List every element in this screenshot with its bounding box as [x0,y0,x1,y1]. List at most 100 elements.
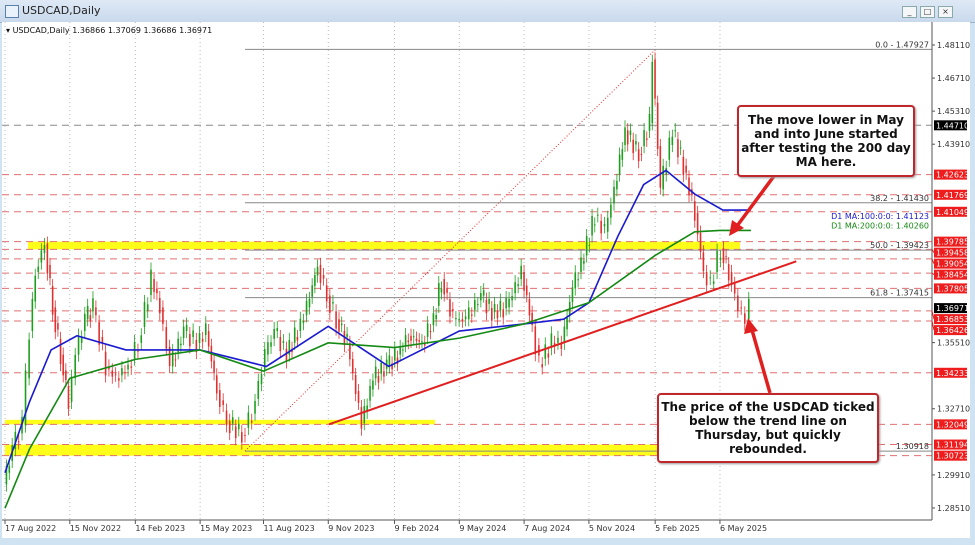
candle-body [130,366,133,368]
price-tag-label: 1.36971 [936,304,969,313]
minimize-button[interactable]: _ [902,6,917,18]
price-tag-pointer [931,272,935,276]
x-tick-label: 5 Nov 2024 [589,524,635,533]
candle-body [733,283,736,294]
candle-body [377,375,380,383]
price-tag-pointer [931,320,935,331]
candle-body [177,338,179,353]
candle-body [70,376,73,402]
candle-body [31,298,34,332]
candle-body [62,354,64,376]
candle-body [108,366,110,370]
candle-body [201,338,204,342]
candle-body [383,371,385,377]
candle-body [480,293,482,301]
candle-body [600,220,602,234]
candle-body [57,323,59,330]
candle-body [725,256,727,258]
candle-body [577,279,579,281]
candle-body [118,378,120,381]
candle-body [396,357,399,365]
candle-body [308,298,311,308]
candle-body [391,363,393,370]
candle-body [189,333,191,347]
y-tick-label: 1.46710 [937,74,970,83]
arrow-to-trendline [750,329,772,394]
ohlc-values: 1.36866 1.37069 1.36686 1.36971 [72,26,213,35]
price-tag-label: 1.39458 [936,249,969,258]
candle-body [213,360,215,374]
candle-body [74,354,76,379]
candle-body [621,149,624,160]
candle-body [574,272,577,289]
x-tick-label: 9 May 2024 [459,524,506,533]
candle-body [423,342,426,346]
candle-body [656,102,659,149]
candle-body [101,336,104,344]
candle-body [421,341,423,343]
candle-body [580,257,582,272]
candle-body [111,370,114,377]
candle-body [493,303,496,313]
price-tag [934,120,967,131]
candle-body [388,355,391,367]
candle-body [438,283,440,306]
candle-body [610,204,612,218]
candle-body [354,374,357,395]
price-tag [934,258,967,269]
candle-body [446,289,448,293]
price-tag [934,236,967,247]
fib-label: 1.30918 [896,442,929,451]
trend-line [328,260,797,426]
candle-body [237,423,240,430]
price-tag-label: 1.41049 [936,208,969,217]
ma200-label: D1 MA:200:0:0: 1.40260 [831,221,929,230]
x-tick-label: 11 Aug 2023 [263,524,314,533]
y-tick-label: 1.32710 [937,405,970,414]
symbol-label: USDCAD,Daily [12,26,70,35]
candle-body [168,346,171,366]
x-tick-label: 5 Feb 2025 [655,524,700,533]
candle-body [369,385,371,401]
candle-body [146,304,149,311]
candle-body [231,417,234,424]
candle-body [273,328,275,339]
candle-body [654,59,656,99]
support-zone [5,444,660,456]
price-tag [934,283,967,294]
candle-body [662,165,664,190]
price-tag [934,247,967,258]
candle-body [461,319,464,321]
candle-body [338,319,340,332]
candle-body [127,364,129,370]
candle-body [566,317,568,330]
candle-body [28,339,30,379]
x-tick-label: 7 Aug 2024 [524,524,570,533]
price-tag-label: 1.36853 [936,315,969,324]
candle-body [363,406,366,424]
price-tag-label: 1.41769 [936,191,969,200]
support-zone [28,241,740,250]
candle-body [222,400,224,405]
candle-body [114,374,117,376]
candle-body [588,244,591,246]
candle-body [474,300,476,310]
candle-body [616,180,618,190]
candle-body [349,342,351,360]
candle-body [722,248,725,264]
candle-body [520,265,522,280]
maximize-button[interactable]: □ [920,6,935,18]
price-tag [934,303,967,314]
price-tag-label: 1.39054 [936,260,969,269]
candle-body [241,432,243,443]
candle-body [165,327,168,349]
candle-body [585,236,588,256]
candle-body [288,339,291,355]
candle-body [250,420,253,423]
close-button[interactable]: × [938,6,953,18]
candle-body [46,243,49,274]
candle-body [415,338,418,342]
candle-body [716,250,718,272]
candle-body [747,298,750,320]
candle-body [674,130,677,132]
